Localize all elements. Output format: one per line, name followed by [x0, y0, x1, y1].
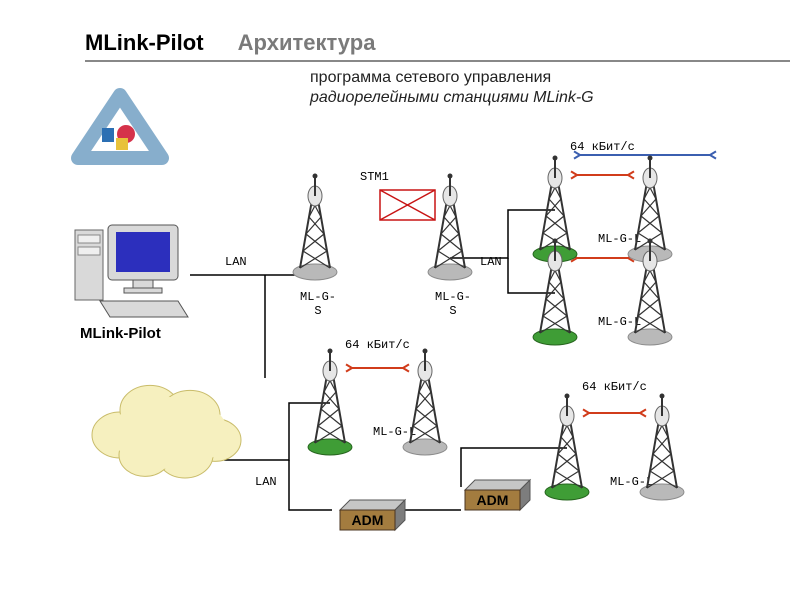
wire	[289, 460, 332, 510]
adm-icon: ADM	[340, 500, 405, 530]
logo-icon	[78, 95, 162, 158]
svg-text:ADM: ADM	[352, 512, 384, 528]
cloud-icon	[92, 385, 241, 478]
adm-icon: ADM	[465, 480, 530, 510]
tower-icon	[403, 349, 447, 456]
svg-text:ADM: ADM	[477, 492, 509, 508]
tower-icon	[308, 349, 352, 456]
pc-icon	[75, 225, 188, 317]
tower-icon	[545, 394, 589, 501]
diagram-svg: ADM ADM	[0, 0, 800, 600]
diagram: { "title":{"main":"MLink-Pilot","sub":"А…	[0, 0, 800, 600]
tower-icon	[640, 394, 684, 501]
tower-icon	[293, 174, 337, 281]
